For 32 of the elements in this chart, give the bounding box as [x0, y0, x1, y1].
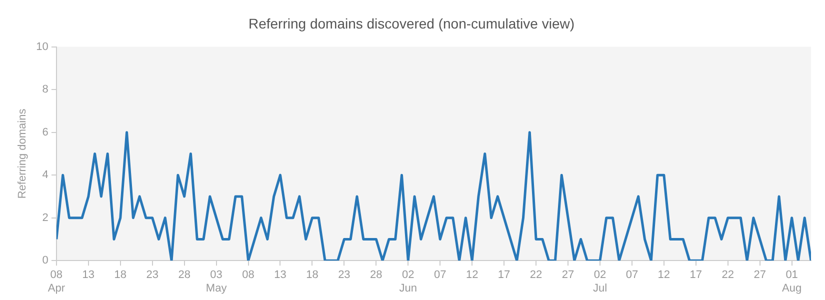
x-tick-label: 13	[274, 269, 286, 282]
x-tick-label: 28	[178, 269, 190, 282]
x-tick-label: 17	[498, 269, 510, 282]
x-tick-label: 28	[370, 269, 382, 282]
x-tick-label: 22	[530, 269, 542, 282]
x-tick-label: 02 Jun	[399, 269, 418, 294]
x-tick-label: 23	[146, 269, 158, 282]
y-tick-label: 4	[42, 169, 48, 182]
x-tick-label: 27	[562, 269, 574, 282]
x-tick-label: 18	[306, 269, 318, 282]
y-tick-label: 6	[42, 126, 48, 138]
x-tick-label: 07	[434, 269, 446, 282]
y-tick-label: 8	[42, 84, 48, 96]
x-tick-label: 17	[690, 269, 702, 282]
x-tick-label: 12	[466, 269, 478, 282]
x-tick-label: 12	[658, 269, 670, 282]
x-tick-label: 03 May	[206, 269, 228, 294]
x-tick-label: 01 Aug	[782, 269, 802, 294]
x-tick-label: 07	[626, 269, 638, 282]
x-tick-label: 08	[242, 269, 254, 282]
chart-title: Referring domains discovered (non-cumulative view)	[248, 15, 575, 32]
y-tick-label: 0	[42, 254, 48, 267]
x-tick-label: 27	[754, 269, 766, 282]
x-tick-label: 02 Jul	[592, 269, 608, 294]
x-tick-label: 08 Apr	[48, 269, 66, 294]
x-tick-label: 18	[114, 269, 127, 282]
x-tick-label: 22	[722, 269, 734, 282]
y-tick-label: 10	[36, 40, 48, 53]
y-axis-title: Referring domains	[16, 108, 29, 199]
x-tick-label: 23	[338, 269, 350, 282]
x-tick-label: 13	[82, 269, 95, 282]
y-tick-label: 2	[42, 212, 48, 224]
